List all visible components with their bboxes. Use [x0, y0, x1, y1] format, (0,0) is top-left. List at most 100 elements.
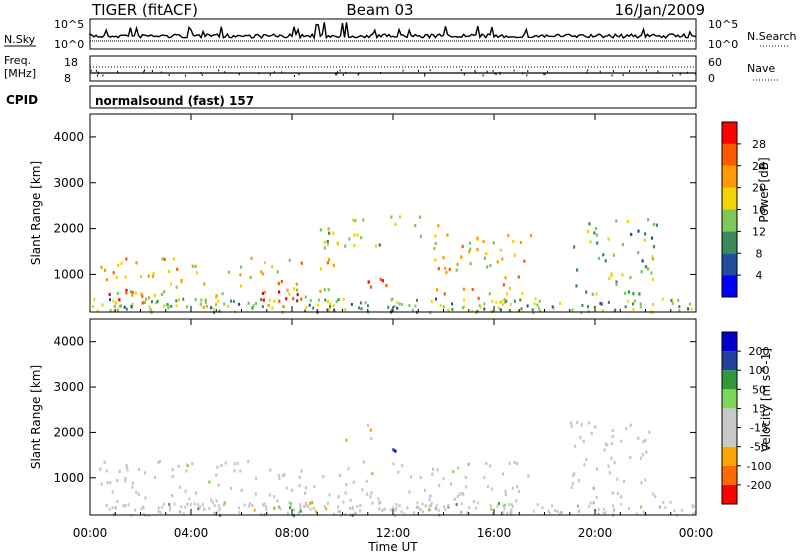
- heatmap-cell: [247, 460, 250, 464]
- heatmap-cell: [176, 267, 179, 271]
- heatmap-cell: [307, 504, 310, 508]
- heatmap-cell: [179, 485, 182, 489]
- heatmap-cell: [208, 480, 211, 484]
- heatmap-cell: [435, 504, 438, 508]
- freq-sample: [281, 71, 283, 74]
- freq-panel-frame: [89, 55, 697, 82]
- heatmap-cell: [305, 486, 308, 490]
- heatmap-cell: [360, 236, 363, 240]
- heatmap-cell: [194, 298, 197, 302]
- heatmap-cell: [152, 271, 155, 275]
- freq-sample: [599, 70, 601, 73]
- heatmap-cell: [203, 508, 206, 512]
- heatmap-cell: [309, 299, 312, 303]
- heatmap-cell: [193, 502, 196, 506]
- heatmap-cell: [285, 486, 288, 490]
- heatmap-cell: [352, 480, 355, 484]
- freq-sample: [526, 74, 528, 77]
- heatmap-cell: [157, 506, 160, 510]
- heatmap-cell: [329, 305, 332, 309]
- heatmap-cell: [151, 300, 153, 304]
- freq-sample: [429, 69, 431, 72]
- heatmap-cell: [308, 303, 311, 307]
- heatmap-cell: [215, 303, 217, 307]
- colorbar-tick-label: 16: [752, 204, 766, 217]
- colorbar-segment: [722, 165, 737, 188]
- heatmap-cell: [271, 306, 274, 310]
- heatmap-cell: [345, 483, 348, 487]
- freq-sample: [357, 73, 359, 76]
- heatmap-cell: [692, 504, 695, 508]
- ytick-label: 3000: [53, 176, 84, 190]
- heatmap-cell: [589, 501, 592, 505]
- heatmap-cell: [607, 300, 610, 304]
- heatmap-cell: [629, 455, 632, 460]
- heatmap-cell: [169, 282, 173, 286]
- heatmap-cell: [411, 308, 414, 312]
- heatmap-cell: [433, 247, 436, 251]
- freq-sample: [499, 71, 501, 74]
- freq-sample: [686, 71, 688, 74]
- heatmap-cell: [163, 290, 166, 294]
- heatmap-cell: [296, 288, 299, 292]
- heatmap-cell: [505, 299, 508, 303]
- heatmap-cell: [611, 491, 614, 495]
- heatmap-cell: [131, 485, 134, 489]
- heatmap-cell: [429, 508, 432, 512]
- heatmap-cell: [476, 236, 479, 240]
- heatmap-cell: [131, 293, 134, 297]
- heatmap-cell: [230, 299, 232, 303]
- heatmap-cell: [300, 261, 303, 265]
- heatmap-cell: [620, 439, 623, 443]
- heatmap-cell: [93, 297, 96, 301]
- heatmap-cell: [489, 464, 492, 468]
- heatmap-cell: [131, 302, 134, 306]
- heatmap-cell: [204, 298, 207, 302]
- heatmap-cell: [511, 486, 514, 490]
- freq-sample: [657, 70, 659, 73]
- heatmap-cell: [339, 510, 342, 514]
- heatmap-cell: [429, 503, 433, 507]
- heatmap-cell: [460, 502, 463, 506]
- heatmap-cell: [455, 268, 458, 272]
- heatmap-cell: [205, 304, 208, 308]
- xtick-label: 20:00: [578, 526, 613, 540]
- heatmap-cell: [113, 305, 116, 308]
- nsky-tick-bottom: 10^0: [54, 38, 84, 51]
- heatmap-cell: [471, 287, 474, 292]
- freq-sample: [402, 69, 404, 72]
- heatmap-cell: [278, 476, 281, 480]
- heatmap-cell: [180, 505, 183, 509]
- heatmap-cell: [177, 298, 181, 302]
- heatmap-cell: [332, 263, 335, 268]
- heatmap-cell: [365, 479, 368, 483]
- colorbar-segment: [722, 209, 737, 232]
- heatmap-cell: [300, 297, 303, 301]
- colorbar-segment: [722, 484, 737, 504]
- colorbar-tick-label: -15: [750, 422, 768, 435]
- freq-unit: [MHz]: [4, 67, 36, 80]
- heatmap-cell: [585, 290, 588, 294]
- heatmap-cell: [610, 442, 613, 446]
- heatmap-cell: [137, 492, 140, 496]
- heatmap-cell: [179, 510, 182, 514]
- power-heatmap-cells: [92, 215, 693, 315]
- heatmap-cell: [327, 300, 329, 304]
- heatmap-cell: [166, 303, 169, 307]
- heatmap-cell: [342, 297, 345, 301]
- heatmap-cell: [644, 265, 648, 269]
- heatmap-cell: [377, 497, 380, 501]
- heatmap-cell: [205, 301, 207, 304]
- heatmap-cell: [157, 460, 160, 465]
- heatmap-cell: [216, 510, 219, 514]
- heatmap-cell: [295, 282, 298, 286]
- heatmap-cell: [263, 290, 267, 294]
- heatmap-cell: [333, 308, 336, 312]
- heatmap-cell: [374, 244, 378, 248]
- heatmap-cell: [218, 309, 221, 313]
- heatmap-cell: [168, 503, 171, 507]
- heatmap-cell: [118, 298, 121, 302]
- heatmap-cell: [443, 505, 446, 509]
- heatmap-cell: [332, 304, 335, 308]
- heatmap-cell: [364, 301, 367, 305]
